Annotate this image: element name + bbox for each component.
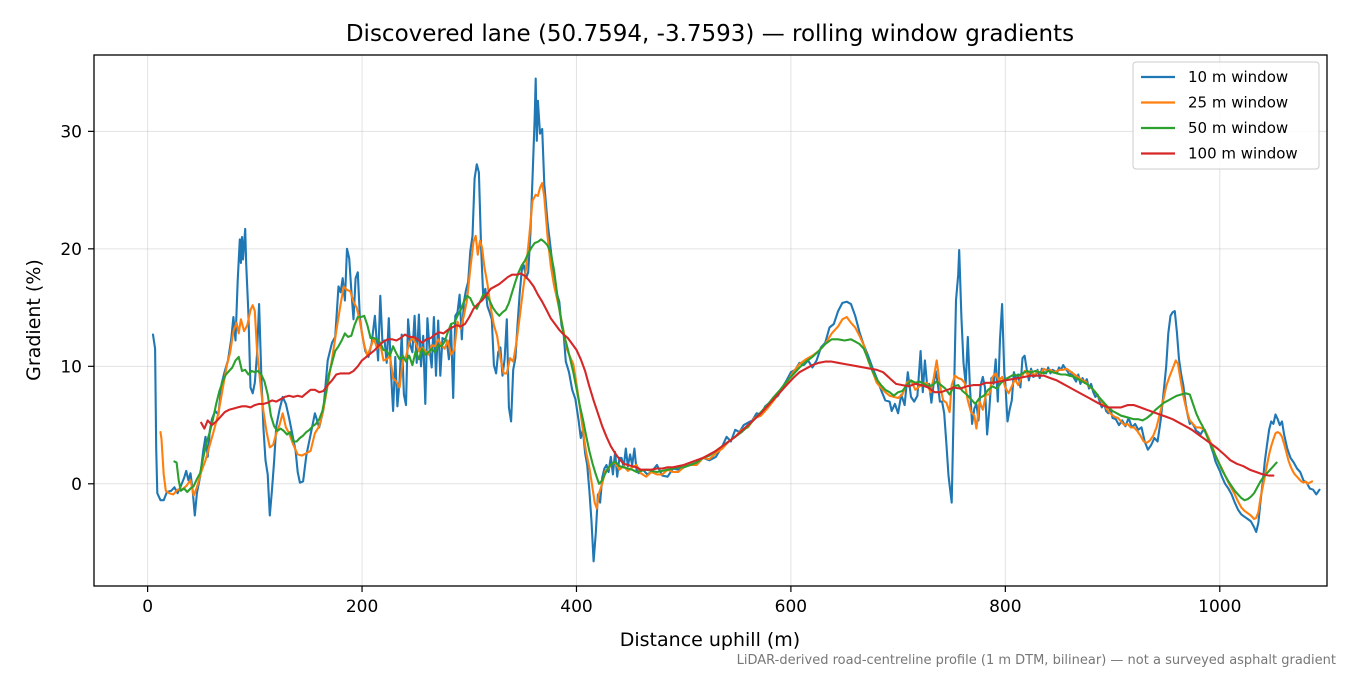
legend-label: 50 m window [1188, 119, 1288, 137]
series-lines [151, 77, 1321, 563]
x-tick-label: 1000 [1198, 597, 1241, 617]
y-tick-label: 30 [60, 122, 82, 142]
series-line-100-m-window [200, 272, 1275, 477]
chart-title: Discovered lane (50.7594, -3.7593) — rol… [346, 21, 1074, 47]
y-axis-label: Gradient (%) [23, 259, 45, 381]
x-tick-label: 600 [775, 597, 807, 617]
y-tick-label: 0 [71, 475, 82, 495]
series-line-50-m-window [173, 238, 1278, 502]
legend-label: 10 m window [1188, 68, 1288, 86]
plot-frame [93, 54, 1328, 587]
x-gridlines [147, 55, 1221, 586]
legend: 10 m window 25 m window 50 m window 100 m w… [1132, 61, 1320, 170]
series-line-10-m-window [151, 77, 1321, 563]
x-axis-label: Distance uphill (m) [620, 629, 800, 651]
x-axis-ticks: 0 200 400 600 800 1000 [142, 586, 1241, 617]
y-tick-label: 20 [60, 240, 82, 260]
y-tick-label: 10 [60, 357, 82, 377]
x-tick-label: 200 [346, 597, 378, 617]
x-tick-label: 400 [560, 597, 592, 617]
x-tick-label: 800 [989, 597, 1021, 617]
legend-label: 100 m window [1188, 145, 1298, 163]
y-gridlines [94, 130, 1327, 485]
x-tick-label: 0 [142, 597, 153, 617]
legend-box [1132, 61, 1320, 170]
y-axis-ticks: 0 10 20 30 [60, 122, 94, 495]
footnote: LiDAR-derived road-centreline profile (1… [737, 653, 1336, 668]
legend-label: 25 m window [1188, 94, 1288, 112]
